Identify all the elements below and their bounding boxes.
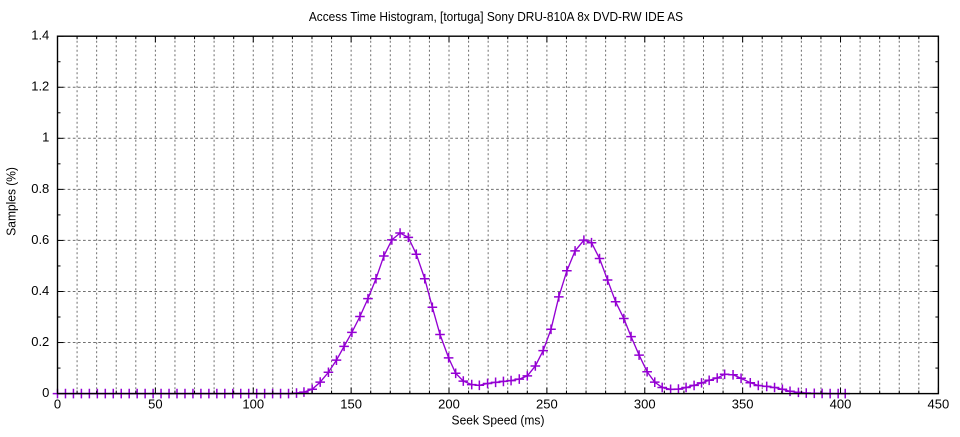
svg-text:400: 400 — [830, 397, 852, 412]
svg-text:150: 150 — [340, 397, 362, 412]
svg-text:250: 250 — [536, 397, 558, 412]
svg-text:50: 50 — [148, 397, 162, 412]
svg-text:1: 1 — [42, 130, 49, 145]
svg-text:100: 100 — [242, 397, 264, 412]
svg-text:1.2: 1.2 — [31, 79, 49, 94]
svg-text:0: 0 — [42, 385, 49, 400]
svg-text:350: 350 — [732, 397, 754, 412]
svg-text:450: 450 — [928, 397, 950, 412]
svg-text:0.8: 0.8 — [31, 181, 49, 196]
svg-text:1.4: 1.4 — [31, 28, 49, 43]
svg-text:200: 200 — [438, 397, 460, 412]
svg-text:0.2: 0.2 — [31, 334, 49, 349]
svg-text:300: 300 — [634, 397, 656, 412]
svg-text:0.6: 0.6 — [31, 232, 49, 247]
svg-text:Access Time Histogram, [tortug: Access Time Histogram, [tortuga] Sony DR… — [309, 9, 683, 24]
svg-text:0.4: 0.4 — [31, 283, 49, 298]
svg-text:Samples (%): Samples (%) — [4, 167, 19, 236]
svg-text:Seek Speed (ms): Seek Speed (ms) — [452, 413, 545, 428]
svg-text:0: 0 — [54, 397, 61, 412]
